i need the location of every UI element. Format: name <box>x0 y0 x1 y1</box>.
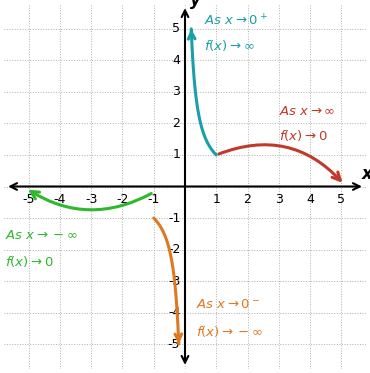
Text: As $x \rightarrow \infty$: As $x \rightarrow \infty$ <box>279 104 335 117</box>
Text: 1: 1 <box>212 194 220 206</box>
Text: 1: 1 <box>172 148 180 162</box>
Text: -2: -2 <box>116 194 129 206</box>
Text: As $x \rightarrow 0^-$: As $x \rightarrow 0^-$ <box>196 298 260 311</box>
Text: $f(x) \rightarrow \infty$: $f(x) \rightarrow \infty$ <box>204 38 255 53</box>
Text: -4: -4 <box>168 306 180 319</box>
Text: -1: -1 <box>168 211 180 225</box>
Text: -2: -2 <box>168 243 180 256</box>
Text: As $x \rightarrow 0^+$: As $x \rightarrow 0^+$ <box>204 13 268 28</box>
Text: -1: -1 <box>148 194 160 206</box>
FancyArrowPatch shape <box>219 145 340 181</box>
Text: 3: 3 <box>275 194 283 206</box>
Text: 3: 3 <box>172 85 180 98</box>
Text: 5: 5 <box>337 194 345 206</box>
Text: 2: 2 <box>172 117 180 130</box>
Text: -5: -5 <box>168 338 180 351</box>
Text: $\bfit{y}$: $\bfit{y}$ <box>189 0 202 11</box>
Text: 4: 4 <box>172 54 180 67</box>
Text: -4: -4 <box>54 194 66 206</box>
Text: -5: -5 <box>23 194 35 206</box>
Text: 5: 5 <box>172 22 180 35</box>
Text: As $x \rightarrow -\infty$: As $x \rightarrow -\infty$ <box>5 229 78 242</box>
Text: $f(x) \rightarrow 0$: $f(x) \rightarrow 0$ <box>279 128 327 143</box>
Text: $\bfit{x}$: $\bfit{x}$ <box>361 165 370 184</box>
Text: 4: 4 <box>306 194 314 206</box>
Text: $f(x) \rightarrow -\infty$: $f(x) \rightarrow -\infty$ <box>196 324 263 339</box>
Text: $f(x) \rightarrow 0$: $f(x) \rightarrow 0$ <box>5 254 54 269</box>
Text: -3: -3 <box>168 275 180 288</box>
FancyArrowPatch shape <box>31 191 151 210</box>
Text: -3: -3 <box>85 194 97 206</box>
Text: 2: 2 <box>243 194 252 206</box>
